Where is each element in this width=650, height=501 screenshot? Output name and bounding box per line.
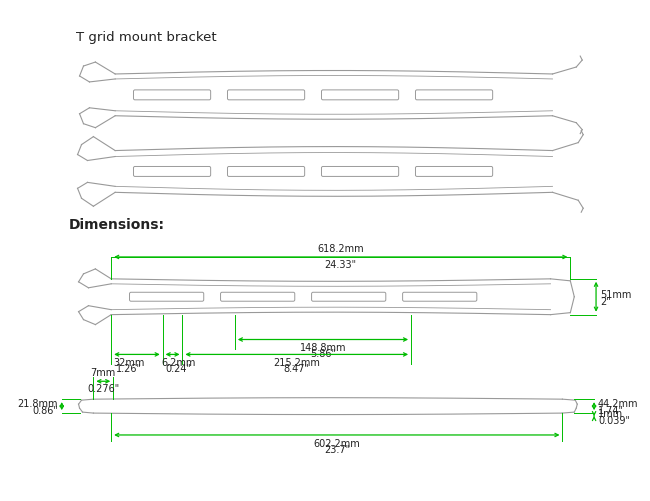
Text: 32mm: 32mm [113,358,145,368]
Text: Dimensions:: Dimensions: [69,218,164,232]
Text: 0.039": 0.039" [598,415,630,425]
Text: 8.47": 8.47" [284,364,310,374]
Text: 0.24": 0.24" [166,364,192,374]
Text: 21.8mm: 21.8mm [18,398,58,408]
Text: 618.2mm: 618.2mm [317,243,364,254]
Text: 0.276": 0.276" [87,383,120,393]
Text: 215.2mm: 215.2mm [273,358,320,368]
Text: 24.33": 24.33" [325,260,357,270]
Text: 2": 2" [600,296,611,306]
Text: 1.26": 1.26" [116,364,142,374]
Text: 44.2mm: 44.2mm [598,398,638,408]
Text: 1mm: 1mm [598,408,623,418]
Text: 148.8mm: 148.8mm [300,343,346,353]
Text: 51mm: 51mm [600,289,631,299]
Text: 602.2mm: 602.2mm [313,438,360,448]
Text: 23.7": 23.7" [324,444,350,454]
Text: 7mm: 7mm [91,368,116,378]
Text: 1.74": 1.74" [598,405,624,415]
Text: 5.86": 5.86" [310,349,336,359]
Text: 6.2mm: 6.2mm [161,358,196,368]
Text: T grid mount bracket: T grid mount bracket [75,31,216,44]
Text: 0.86": 0.86" [32,405,58,415]
